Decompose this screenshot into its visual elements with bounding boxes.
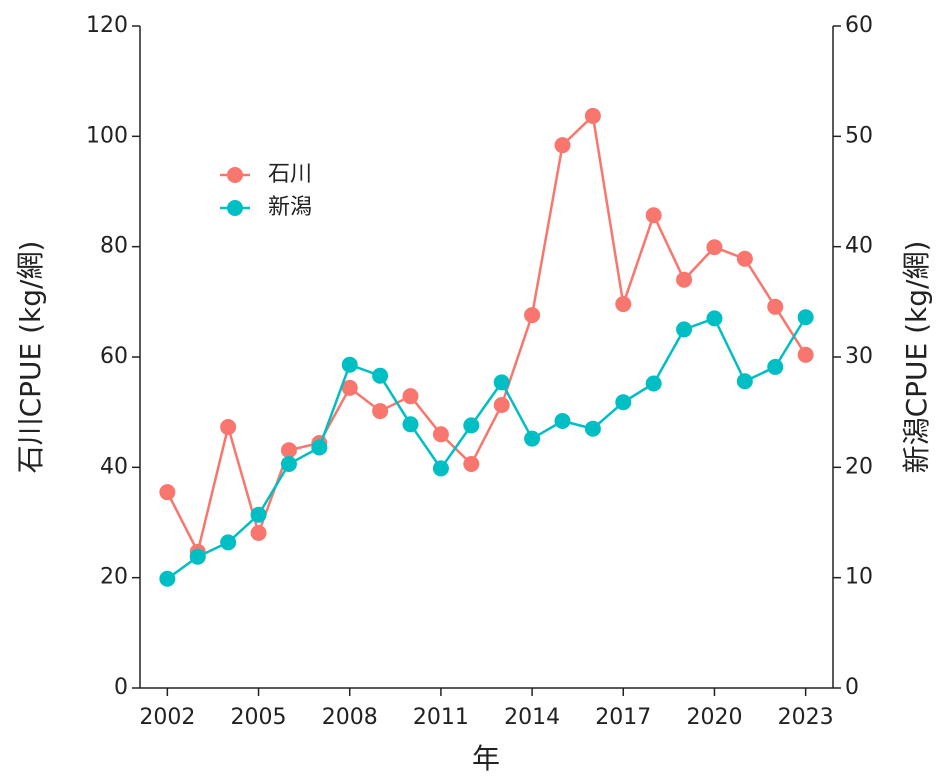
legend-marker	[227, 167, 243, 183]
point	[584, 420, 601, 437]
x-tick-label: 2005	[231, 705, 287, 730]
y2-axis-title: 新潟CPUE (kg/網)	[900, 241, 933, 474]
y-tick-label: 0	[114, 675, 128, 700]
y2-tick-label: 20	[845, 454, 873, 479]
x-tick-label: 2002	[139, 705, 195, 730]
point	[706, 310, 723, 327]
y-tick-label: 120	[86, 13, 128, 38]
x-tick-label: 2023	[778, 705, 834, 730]
x-tick-label: 2014	[504, 705, 560, 730]
y2-tick-label: 30	[845, 344, 873, 369]
y2-tick-label: 0	[845, 675, 859, 700]
point	[554, 137, 571, 154]
point	[372, 367, 389, 384]
point	[554, 412, 571, 429]
point	[463, 456, 480, 473]
point	[767, 358, 784, 375]
point	[463, 417, 480, 434]
point	[767, 298, 784, 315]
legend-label: 石川	[268, 162, 312, 187]
y2-tick-label: 10	[845, 565, 873, 590]
point	[220, 534, 237, 551]
point	[706, 239, 723, 256]
point	[341, 379, 358, 396]
x-tick-label: 2011	[413, 705, 469, 730]
point	[797, 346, 814, 363]
y-tick-label: 80	[100, 234, 128, 259]
point	[645, 207, 662, 224]
x-tick-label: 2020	[686, 705, 742, 730]
point	[280, 442, 297, 459]
point	[736, 250, 753, 267]
point	[159, 570, 176, 587]
y-tick-label: 60	[100, 344, 128, 369]
point	[189, 548, 206, 565]
line	[166, 113, 807, 556]
point	[159, 484, 176, 501]
point	[402, 416, 419, 433]
point	[524, 430, 541, 447]
y-tick-label: 100	[86, 123, 128, 148]
point	[372, 403, 389, 420]
y2-tick-label: 60	[845, 13, 873, 38]
point	[797, 309, 814, 326]
point	[615, 296, 632, 313]
point	[432, 426, 449, 443]
point	[250, 524, 267, 541]
x-tick-label: 2017	[595, 705, 651, 730]
point	[584, 107, 601, 124]
point	[220, 419, 237, 436]
y2-tick-label: 40	[845, 234, 873, 259]
x-tick-label: 2008	[322, 705, 378, 730]
point	[341, 356, 358, 373]
legend-label: 新潟	[268, 195, 312, 220]
point	[645, 375, 662, 392]
point	[615, 394, 632, 411]
point	[280, 456, 297, 473]
y-axis-title: 石川CPUE (kg/網)	[14, 241, 47, 474]
point	[524, 307, 541, 324]
point	[736, 373, 753, 390]
point	[402, 388, 419, 405]
point	[676, 321, 693, 338]
y-tick-label: 20	[100, 565, 128, 590]
x-axis-title: 年	[472, 742, 500, 775]
point	[311, 439, 328, 456]
point	[676, 271, 693, 288]
line	[166, 316, 807, 580]
point	[493, 374, 510, 391]
y2-tick-label: 50	[845, 123, 873, 148]
point	[432, 460, 449, 477]
point	[493, 396, 510, 413]
y-tick-label: 40	[100, 454, 128, 479]
point	[250, 506, 267, 523]
legend-marker	[227, 200, 243, 216]
